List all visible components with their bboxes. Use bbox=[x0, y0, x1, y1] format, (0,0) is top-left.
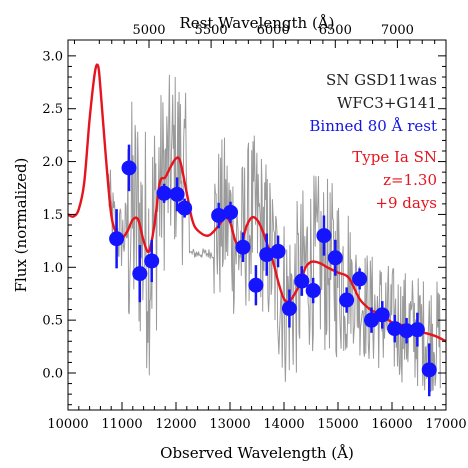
top-tick-label: 6500 bbox=[319, 23, 352, 38]
x-tick-label: 17000 bbox=[425, 417, 466, 432]
binned-points bbox=[109, 144, 437, 397]
x-tick-label: 10000 bbox=[47, 417, 88, 432]
annotation-text: Type Ia SN bbox=[352, 148, 437, 166]
binned-point bbox=[235, 232, 251, 262]
top-tick-label: 6000 bbox=[257, 23, 290, 38]
binned-marker bbox=[235, 239, 251, 255]
y-tick-label: 2.0 bbox=[42, 155, 63, 170]
top-axis-label: Rest Wavelength (Å) bbox=[179, 14, 334, 32]
binned-point bbox=[270, 235, 286, 268]
binned-marker bbox=[156, 185, 172, 201]
binned-point bbox=[281, 289, 297, 328]
binned-marker bbox=[109, 231, 125, 247]
y-tick-label: 0.0 bbox=[42, 367, 63, 382]
binned-marker bbox=[339, 292, 355, 308]
top-tick-label: 7000 bbox=[381, 23, 414, 38]
binned-point bbox=[352, 268, 368, 290]
binned-marker bbox=[144, 253, 160, 269]
binned-marker bbox=[352, 271, 368, 287]
binned-marker bbox=[177, 200, 193, 216]
binned-point bbox=[248, 265, 264, 306]
binned-point bbox=[211, 202, 227, 229]
y-tick-label: 1.5 bbox=[42, 208, 63, 223]
binned-point bbox=[294, 266, 310, 296]
binned-marker bbox=[294, 273, 310, 289]
binned-point bbox=[409, 312, 425, 347]
x-axis-label: Observed Wavelength (Å) bbox=[160, 444, 354, 462]
binned-marker bbox=[327, 250, 343, 266]
binned-marker bbox=[248, 277, 264, 293]
x-tick-label: 11000 bbox=[101, 417, 142, 432]
binned-point bbox=[144, 239, 160, 283]
binned-marker bbox=[316, 228, 332, 244]
annotation-text: Binned 80 Å rest bbox=[309, 117, 437, 135]
binned-point bbox=[132, 245, 148, 303]
binned-marker bbox=[281, 301, 297, 317]
binned-marker bbox=[211, 207, 227, 223]
binned-marker bbox=[399, 323, 415, 339]
binned-marker bbox=[270, 243, 286, 259]
binned-point bbox=[374, 301, 390, 329]
binned-marker bbox=[421, 362, 437, 378]
binned-point bbox=[177, 198, 193, 218]
binned-point bbox=[109, 209, 125, 269]
x-tick-label: 14000 bbox=[263, 417, 304, 432]
binned-marker bbox=[409, 322, 425, 338]
y-tick-label: 2.5 bbox=[42, 102, 63, 117]
top-tick-label: 5500 bbox=[195, 23, 228, 38]
binned-marker bbox=[374, 307, 390, 323]
x-tick-label: 12000 bbox=[155, 417, 196, 432]
binned-marker bbox=[121, 160, 137, 176]
binned-marker bbox=[169, 186, 185, 202]
binned-marker bbox=[305, 283, 321, 299]
binned-point bbox=[421, 343, 437, 397]
binned-point bbox=[399, 318, 415, 344]
binned-point bbox=[327, 239, 343, 276]
y-tick-label: 0.5 bbox=[42, 314, 63, 329]
binned-point bbox=[121, 144, 137, 192]
y-tick-label: 3.0 bbox=[42, 49, 63, 64]
annotation-text: +9 days bbox=[375, 194, 437, 212]
binned-point bbox=[156, 183, 172, 203]
binned-marker bbox=[223, 204, 239, 220]
x-tick-label: 13000 bbox=[209, 417, 250, 432]
binned-point bbox=[305, 277, 321, 304]
binned-marker bbox=[387, 321, 403, 337]
y-tick-label: 1.0 bbox=[42, 261, 63, 276]
binned-point bbox=[169, 177, 185, 212]
binned-point bbox=[387, 314, 403, 343]
binned-point bbox=[316, 215, 332, 256]
annotations: SN GSD11was WFC3+G141 Binned 80 Å rest Type… bbox=[309, 71, 437, 212]
y-axis-label: Flux (normalized) bbox=[12, 158, 30, 293]
binned-point bbox=[223, 201, 239, 223]
annotation-text: SN GSD11was bbox=[326, 71, 437, 89]
binned-point bbox=[259, 233, 275, 276]
x-tick-label: 15000 bbox=[317, 417, 358, 432]
annotation-text: WFC3+G141 bbox=[337, 94, 437, 112]
x-tick-label: 16000 bbox=[371, 417, 412, 432]
binned-marker bbox=[132, 266, 148, 282]
annotation-text: z=1.30 bbox=[383, 171, 437, 189]
binned-point bbox=[339, 287, 355, 313]
axes: 10000 11000 12000 13000 14000 15000 16000 17000… bbox=[42, 23, 466, 432]
binned-marker bbox=[259, 247, 275, 263]
top-tick-label: 5000 bbox=[132, 23, 165, 38]
